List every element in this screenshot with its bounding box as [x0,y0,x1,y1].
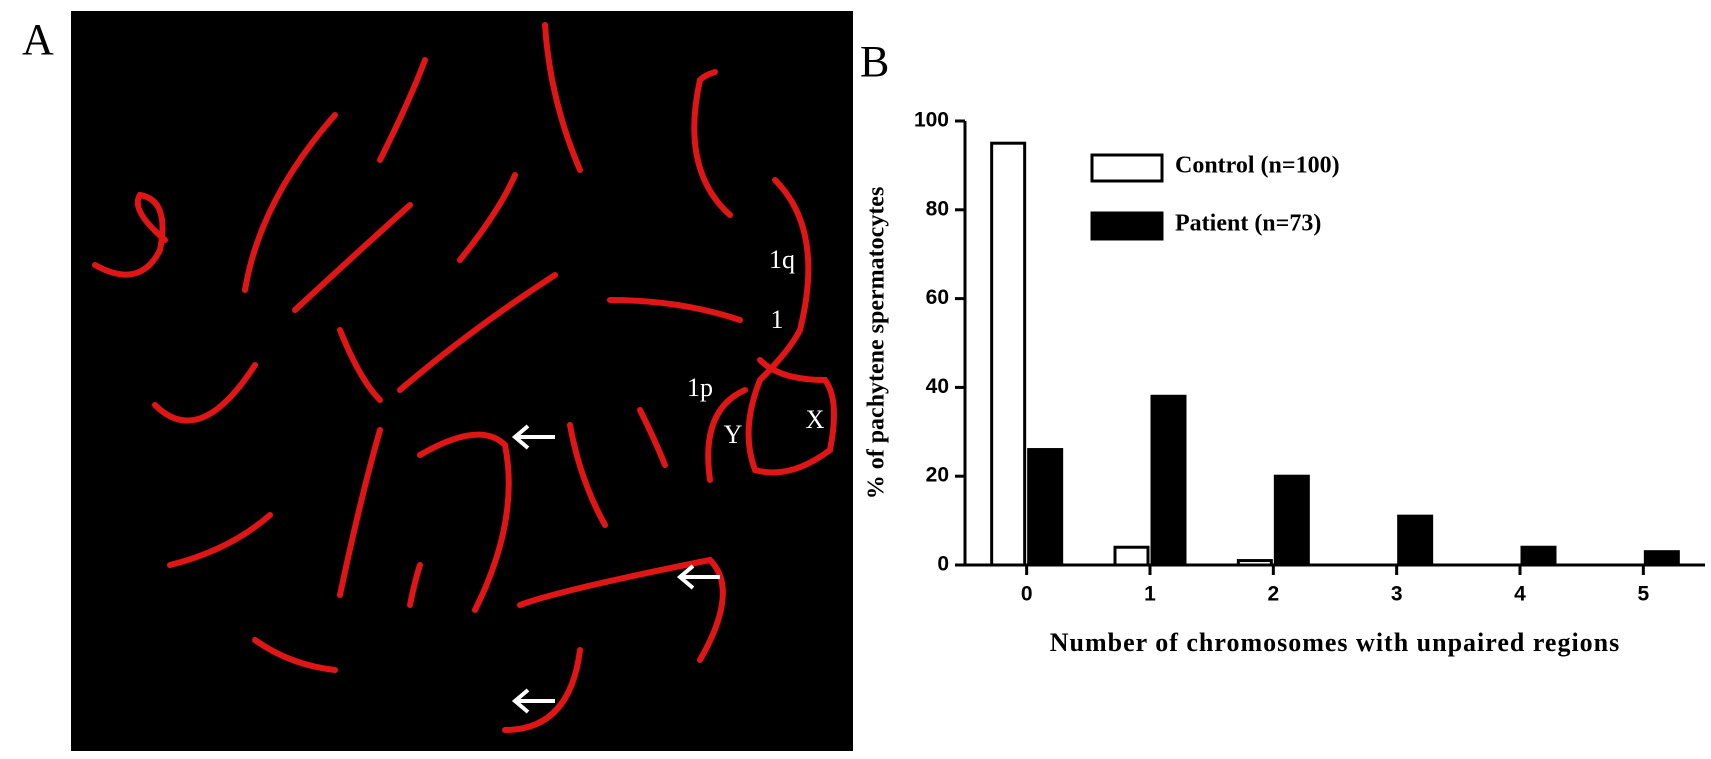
bar [1236,559,1273,567]
bar [990,141,1027,567]
micrograph-background [71,11,853,751]
legend-swatch [1090,211,1164,241]
bar [1113,545,1150,567]
chromosome-label: 1 [771,305,784,334]
bar [1397,514,1434,567]
bar [1520,545,1557,567]
chromosome-label: X [806,405,825,434]
x-axis-label: Number of chromosomes with unpaired regi… [1050,628,1621,657]
bar [1027,448,1064,567]
chromosome-label: 1q [769,245,795,274]
panel-label: A [22,15,54,64]
x-tick-label: 0 [1021,583,1033,606]
chromosomes [92,22,837,733]
bar [1643,550,1680,567]
y-tick-label: 40 [926,375,949,398]
y-tick-label: 100 [914,109,949,132]
y-tick-label: 60 [926,286,949,309]
x-tick-label: 1 [1144,583,1156,606]
chromosome-label: Y [724,420,743,449]
x-tick-label: 2 [1267,583,1279,606]
x-tick-label: 5 [1637,583,1649,606]
arrows [511,424,720,714]
x-tick-label: 4 [1514,583,1526,606]
y-tick-label: 80 [926,197,949,220]
y-tick-label: 0 [937,553,949,576]
legend-swatch [1090,153,1164,183]
panel-label: B [860,37,889,86]
micrograph [71,11,853,751]
bar [1273,474,1310,567]
chromosome-label: 1p [687,373,713,402]
bar [1150,394,1187,567]
legend-label: Patient (n=73) [1175,211,1321,237]
y-axis-label: % of pachytene spermatocytes [864,187,890,500]
x-tick-label: 3 [1391,583,1403,606]
legend-label: Control (n=100) [1175,153,1340,179]
y-tick-label: 20 [926,464,949,487]
